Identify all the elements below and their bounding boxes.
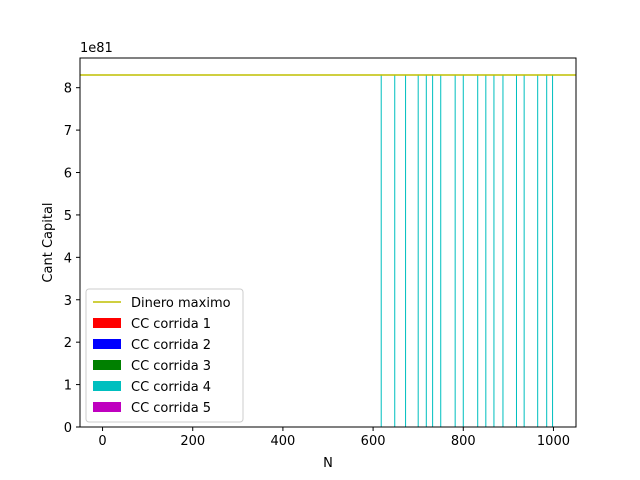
y-tick-label: 7	[64, 124, 72, 139]
x-tick-label: 1000	[537, 434, 570, 449]
y-tick-label: 3	[64, 294, 72, 309]
x-tick-label: 800	[451, 434, 476, 449]
legend-label: Dinero maximo	[131, 296, 231, 311]
y-tick-label: 0	[64, 421, 72, 436]
legend-patch-swatch	[93, 339, 121, 349]
y-tick-label: 6	[64, 167, 72, 182]
plot-frame	[79, 57, 577, 428]
bars-group	[380, 74, 554, 428]
legend-label: CC corrida 1	[131, 317, 211, 332]
legend-patch-swatch	[93, 381, 121, 391]
x-axis-title: N	[323, 456, 333, 471]
y-offset-text: 1e81	[80, 41, 113, 56]
y-axis: 0 1 2 3 4 5 6 7 8	[64, 82, 80, 436]
x-tick-label: 400	[270, 434, 295, 449]
legend-label: CC corrida 2	[131, 338, 211, 353]
legend-patch-swatch	[93, 402, 121, 412]
legend-patch-swatch	[93, 360, 121, 370]
y-axis-title: Cant Capital	[41, 202, 56, 282]
legend-label: CC corrida 4	[131, 380, 211, 395]
x-tick-label: 600	[361, 434, 386, 449]
y-tick-label: 4	[64, 251, 72, 266]
legend-patch-swatch	[93, 318, 121, 328]
y-tick-label: 1	[64, 379, 72, 394]
y-tick-label: 8	[64, 82, 72, 97]
x-tick-label: 0	[98, 434, 106, 449]
x-axis: 0 200 400 600 800 1000	[98, 427, 570, 449]
y-tick-label: 5	[64, 209, 72, 224]
x-tick-label: 200	[180, 434, 205, 449]
y-tick-label: 2	[64, 336, 72, 351]
legend: Dinero maximo CC corrida 1 CC corrida 2 CC …	[85, 288, 244, 423]
legend-label: CC corrida 3	[131, 359, 211, 374]
legend-box	[85, 288, 244, 423]
legend-label: CC corrida 5	[131, 401, 211, 416]
